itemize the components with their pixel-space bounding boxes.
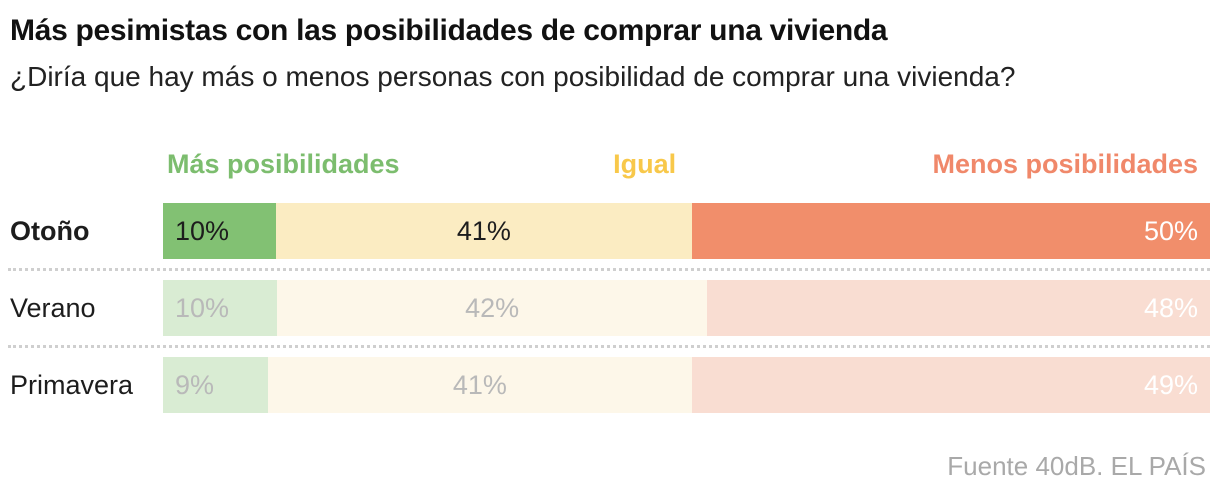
bar-row-primavera: Primavera 9% 41% 49% <box>0 357 1210 413</box>
bar-segment: 10% <box>163 203 277 259</box>
row-separator <box>8 345 1210 348</box>
bar-segment: 50% <box>691 203 1210 259</box>
bar-rows: Otoño 10% 41% 50% Verano 10% 42% 48% Primavera 9%… <box>0 203 1220 413</box>
bar-segment: 49% <box>691 357 1210 413</box>
bar-segment: 42% <box>277 280 707 336</box>
row-label: Primavera <box>10 369 134 400</box>
chart-subtitle: ¿Diría que hay más o menos personas con … <box>10 61 1016 92</box>
bar-segment: 10% <box>163 280 278 336</box>
bar-segment: 41% <box>268 357 692 413</box>
legend-menos-posibilidades: Menos posibilidades <box>932 149 1198 179</box>
bar-row-verano: Verano 10% 42% 48% <box>0 280 1210 336</box>
chart-legend: Más posibilidades Igual Menos posibilida… <box>163 149 1210 181</box>
legend-igual: Igual <box>613 149 677 179</box>
bar-segment: 9% <box>163 357 268 413</box>
stacked-bar: 10% 41% 50% <box>163 203 1210 259</box>
source-credit: Fuente 40dB. EL PAÍS <box>947 451 1206 481</box>
chart-title: Más pesimistas con las posibilidades de … <box>10 14 888 47</box>
bar-segment: 41% <box>276 203 692 259</box>
legend-mas-posibilidades: Más posibilidades <box>167 149 400 179</box>
row-label: Otoño <box>10 215 90 246</box>
stacked-bar: 9% 41% 49% <box>163 357 1210 413</box>
bar-row-otoño: Otoño 10% 41% 50% <box>0 203 1210 259</box>
row-separator <box>8 268 1210 271</box>
bar-segment: 48% <box>706 280 1210 336</box>
row-label: Verano <box>10 292 96 323</box>
stacked-bar: 10% 42% 48% <box>163 280 1210 336</box>
